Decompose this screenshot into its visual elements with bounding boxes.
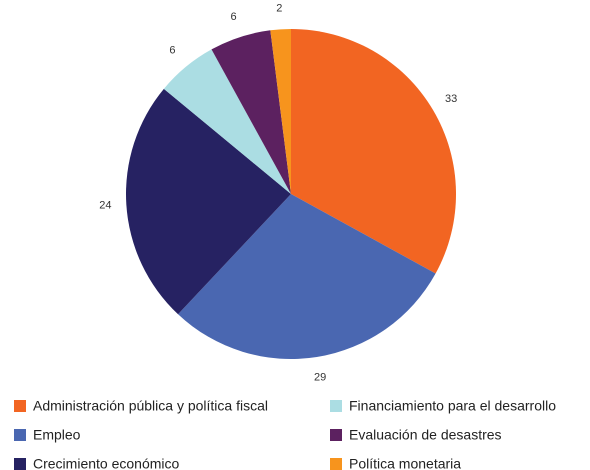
data-label: 24 bbox=[99, 200, 111, 212]
pie-slice bbox=[125, 88, 292, 315]
legend-swatch bbox=[14, 400, 26, 412]
data-label: 29 bbox=[314, 372, 326, 384]
legend-label: Empleo bbox=[33, 427, 81, 443]
legend-swatch bbox=[330, 429, 342, 441]
data-label: 6 bbox=[230, 11, 236, 23]
legend-swatch bbox=[330, 458, 342, 470]
data-label: 6 bbox=[169, 45, 175, 57]
legend-label: Evaluación de desastres bbox=[349, 427, 502, 443]
pie-slice bbox=[270, 29, 291, 194]
legend-swatch bbox=[14, 429, 26, 441]
pie-slice bbox=[211, 30, 291, 195]
legend-swatch bbox=[330, 400, 342, 412]
legend-label: Administración pública y política fiscal bbox=[33, 398, 268, 414]
data-label: 2 bbox=[276, 2, 282, 14]
data-label: 33 bbox=[445, 93, 457, 105]
pie-slice bbox=[178, 194, 436, 359]
legend-swatch bbox=[14, 458, 26, 470]
pie-slice bbox=[291, 29, 456, 274]
pie-slice bbox=[163, 49, 291, 195]
legend-label: Financiamiento para el desarrollo bbox=[349, 398, 556, 414]
legend-label: Política monetaria bbox=[349, 456, 461, 470]
legend-label: Crecimiento económico bbox=[33, 456, 179, 470]
